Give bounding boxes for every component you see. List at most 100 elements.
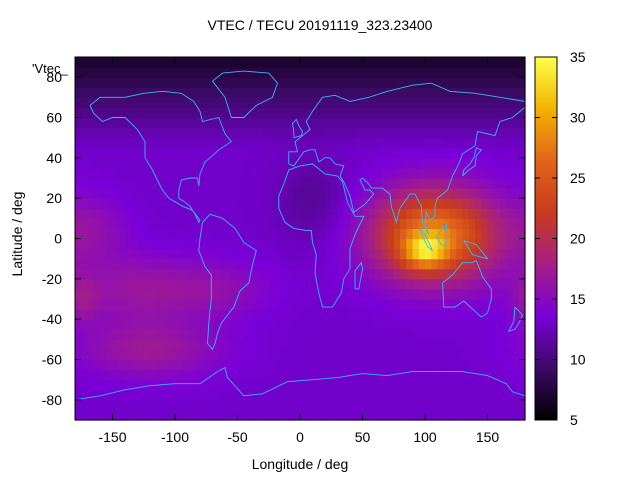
heatmap-cell xyxy=(156,248,164,260)
heatmap-cell xyxy=(268,107,276,119)
heatmap-cell xyxy=(293,238,301,250)
heatmap-cell xyxy=(431,238,439,250)
heatmap-cell xyxy=(162,147,170,159)
heatmap-cell xyxy=(475,87,482,98)
heatmap-cell xyxy=(475,127,482,139)
heatmap-cell xyxy=(225,379,232,391)
heatmap-cell xyxy=(106,117,114,129)
heatmap-cell xyxy=(425,107,432,119)
heatmap-cell xyxy=(75,107,82,119)
x-axis-label: Longitude / deg xyxy=(251,456,349,472)
heatmap-cell xyxy=(387,299,395,310)
heatmap-cell xyxy=(268,299,276,310)
heatmap-cell xyxy=(131,178,139,189)
heatmap-cell xyxy=(250,67,257,78)
heatmap-cell xyxy=(293,268,301,280)
heatmap-cell xyxy=(418,127,426,139)
heatmap-cell xyxy=(331,127,339,139)
heatmap-cell xyxy=(118,67,126,78)
heatmap-cell xyxy=(187,117,195,129)
heatmap-cell xyxy=(418,167,426,179)
heatmap-cell xyxy=(506,238,514,250)
heatmap-cell xyxy=(168,157,176,169)
heatmap-cell xyxy=(187,238,195,250)
heatmap-cell xyxy=(281,157,289,169)
heatmap-cell xyxy=(431,67,439,78)
heatmap-cell xyxy=(75,339,82,351)
heatmap-cell xyxy=(293,147,301,159)
heatmap-cell xyxy=(437,178,445,189)
heatmap-cell xyxy=(225,137,232,149)
heatmap-cell xyxy=(337,329,345,340)
heatmap-cell xyxy=(268,147,276,159)
heatmap-cell xyxy=(218,299,226,310)
heatmap-cell xyxy=(287,157,295,169)
heatmap-cell xyxy=(231,198,239,209)
heatmap-cell xyxy=(312,157,320,169)
heatmap-cell xyxy=(137,238,145,250)
heatmap-cell xyxy=(350,379,357,391)
heatmap-cell xyxy=(343,157,351,169)
heatmap-cell xyxy=(500,188,507,199)
heatmap-cell xyxy=(362,67,370,78)
heatmap-cell xyxy=(387,238,395,250)
heatmap-cell xyxy=(425,379,432,391)
heatmap-cell xyxy=(387,208,395,219)
heatmap-cell xyxy=(106,97,114,109)
heatmap-cell xyxy=(418,67,426,78)
heatmap-cell xyxy=(131,87,139,98)
heatmap-cell xyxy=(393,127,401,139)
heatmap-cell xyxy=(143,278,151,290)
heatmap-cell xyxy=(243,329,251,340)
heatmap-cell xyxy=(131,369,139,381)
heatmap-cell xyxy=(87,409,95,421)
heatmap-cell xyxy=(437,77,445,88)
heatmap-cell xyxy=(131,188,139,199)
heatmap-cell xyxy=(506,87,514,98)
heatmap-cell xyxy=(456,178,464,189)
heatmap-cell xyxy=(75,319,82,330)
heatmap-cell xyxy=(187,188,195,199)
heatmap-cell xyxy=(450,248,457,260)
heatmap-cell xyxy=(431,198,439,209)
heatmap-cell xyxy=(406,137,414,149)
heatmap-cell xyxy=(356,67,364,78)
heatmap-cell xyxy=(81,278,89,290)
heatmap-cell xyxy=(368,299,376,310)
heatmap-cell xyxy=(225,198,232,209)
heatmap-cell xyxy=(225,178,232,189)
heatmap-cell xyxy=(75,77,82,88)
heatmap-cell xyxy=(106,268,114,280)
heatmap-cell xyxy=(331,87,339,98)
heatmap-cell xyxy=(100,409,107,421)
heatmap-cell xyxy=(193,299,201,310)
heatmap-cell xyxy=(437,389,445,401)
heatmap-cell xyxy=(168,288,176,300)
heatmap-cell xyxy=(112,228,120,240)
heatmap-cell xyxy=(356,188,364,199)
heatmap-cell xyxy=(237,57,245,68)
heatmap-cell xyxy=(318,198,326,209)
heatmap-cell xyxy=(250,198,257,209)
heatmap-cell xyxy=(362,77,370,88)
heatmap-cell xyxy=(212,127,220,139)
heatmap-cell xyxy=(481,97,489,109)
heatmap-cell xyxy=(306,299,314,310)
heatmap-cell xyxy=(225,288,232,300)
heatmap-cell xyxy=(118,127,126,139)
heatmap-cell xyxy=(162,329,170,340)
heatmap-cell xyxy=(481,349,489,361)
heatmap-cell xyxy=(81,319,89,330)
heatmap-cell xyxy=(193,97,201,109)
heatmap-cell xyxy=(381,117,389,129)
heatmap-cell xyxy=(281,178,289,189)
heatmap-cell xyxy=(481,359,489,371)
heatmap-cell xyxy=(237,238,245,250)
heatmap-cell xyxy=(93,167,101,179)
heatmap-cell xyxy=(375,389,382,401)
heatmap-cell xyxy=(162,238,170,250)
heatmap-cell xyxy=(325,299,332,310)
heatmap-cell xyxy=(293,117,301,129)
heatmap-cell xyxy=(487,238,495,250)
